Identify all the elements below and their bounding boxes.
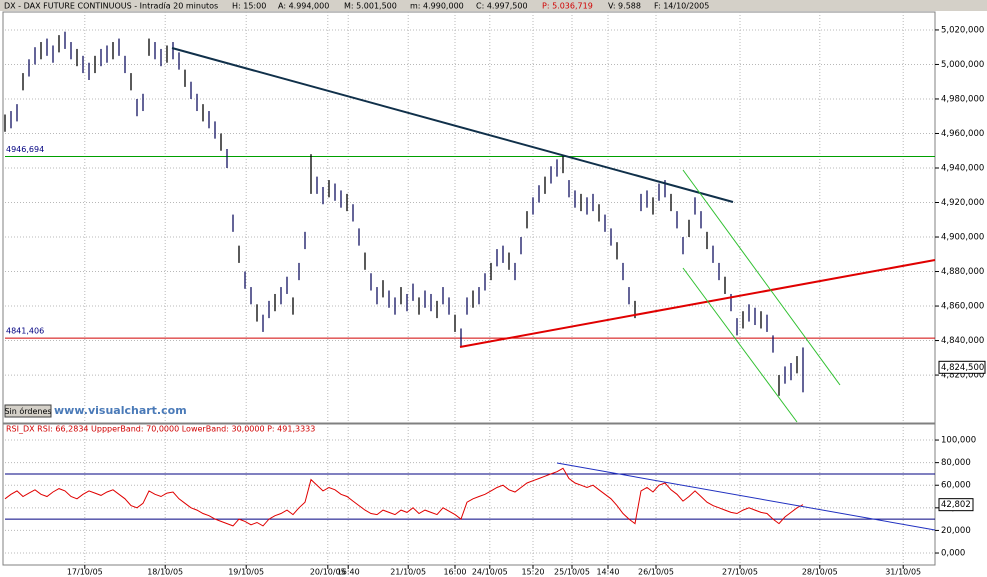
y-tick-label: 4,840,000	[941, 336, 984, 346]
watermark: www.visualchart.com	[54, 404, 187, 417]
price-panel	[2, 11, 936, 424]
rsi-panel	[2, 423, 936, 566]
trend-line	[171, 47, 734, 203]
header-field: m: 4.990,000	[410, 2, 464, 11]
y-tick-label: 4,940,000	[941, 163, 984, 173]
x-tick-label: 28/10/05	[802, 568, 838, 577]
x-tick-label: 21/10/05	[390, 568, 426, 577]
last-value-box	[938, 360, 986, 374]
trend-line	[459, 259, 936, 348]
x-tick-label: 14:40	[596, 568, 619, 577]
button-bg[interactable]	[4, 404, 52, 418]
y-tick-label: 4,820,000	[941, 371, 984, 381]
level-label: 4946,694	[6, 145, 44, 154]
x-tick-label: 16:40	[337, 568, 360, 577]
y-tick-label: 4,960,000	[941, 129, 984, 139]
channel-line	[682, 169, 841, 386]
last-value-box	[938, 498, 974, 512]
y-tick-label: 4,900,000	[941, 233, 984, 243]
y-tick-label: 60,000	[941, 481, 971, 491]
x-tick-label: 17/10/05	[67, 568, 103, 577]
x-tick-label: 16:00	[443, 568, 466, 577]
y-tick-label: 0,000	[941, 549, 965, 559]
marks-layer	[4, 31, 935, 527]
header-field: P: 5.036,719	[542, 2, 593, 11]
rsi-line	[4, 467, 804, 527]
y-tick-label: 80,000	[941, 458, 971, 468]
x-tick-label: 27/10/05	[722, 568, 758, 577]
x-tick-label: 20/10/05	[310, 568, 346, 577]
x-tick-label: 18/10/05	[147, 568, 183, 577]
grid-layer	[5, 12, 939, 569]
y-tick-label: 4,860,000	[941, 302, 984, 312]
y-tick-label: 5,020,000	[941, 25, 984, 35]
header-field: V: 9.588	[608, 2, 641, 11]
y-tick-label: 5,000,000	[941, 60, 984, 70]
rsi-trend-line	[556, 462, 936, 531]
y-tick-label: 4,880,000	[941, 267, 984, 277]
header-title: DX - DAX FUTURE CONTINUOUS - Intradía 20…	[4, 2, 218, 11]
x-tick-label: 25/10/05	[554, 568, 590, 577]
last-value-label: 4,824,500	[941, 363, 984, 373]
last-value-label: 42,802	[941, 500, 971, 510]
x-tick-label: 26/10/05	[638, 568, 674, 577]
x-tick-label: 19/10/05	[228, 568, 264, 577]
y-tick-label: 20,000	[941, 526, 971, 536]
header-field: A: 4.994,000	[278, 2, 329, 11]
channel-line	[682, 267, 798, 423]
labels-layer: DX - DAX FUTURE CONTINUOUS - Intradía 20…	[4, 2, 986, 577]
x-tick-label: 15:20	[521, 568, 544, 577]
x-tick-label: 31/10/05	[885, 568, 921, 577]
header-field: F: 14/10/2005	[654, 2, 709, 11]
y-tick-label: 4,980,000	[941, 94, 984, 104]
orders-button[interactable]: Sin órdenes	[4, 406, 51, 416]
level-label: 4841,406	[6, 327, 44, 336]
rsi-title: RSI_DX RSI: 66,2834 UppperBand: 70,0000 …	[6, 425, 315, 434]
header-field: C: 4.997,500	[476, 2, 528, 11]
header-field: H: 15:00	[232, 2, 266, 11]
header-bar	[0, 0, 987, 11]
y-tick-label: 4,920,000	[941, 198, 984, 208]
header-field: M: 5.001,500	[344, 2, 397, 11]
y-tick-label: 100,000	[941, 436, 976, 446]
x-tick-label: 24/10/05	[472, 568, 508, 577]
